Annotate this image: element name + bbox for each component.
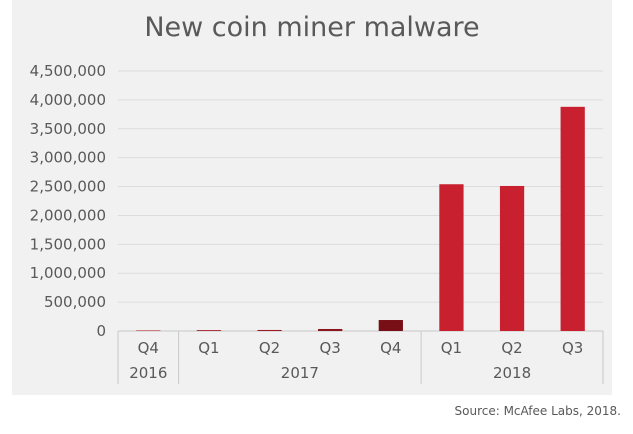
y-tick-label: 0 bbox=[96, 322, 106, 340]
x-category-label: Q2 bbox=[259, 339, 280, 357]
y-tick-label: 2,000,000 bbox=[30, 206, 106, 224]
bar bbox=[560, 106, 585, 331]
bar bbox=[196, 330, 222, 331]
x-category-label: Q1 bbox=[198, 339, 219, 357]
x-group-label: 2016 bbox=[129, 364, 167, 382]
bar bbox=[136, 330, 161, 331]
bar bbox=[499, 185, 525, 331]
y-tick-label: 4,500,000 bbox=[30, 62, 106, 80]
y-tick-label: 3,500,000 bbox=[30, 120, 106, 138]
x-category-label: Q4 bbox=[138, 339, 159, 357]
y-tick-label: 1,500,000 bbox=[30, 235, 106, 253]
x-category-label: Q1 bbox=[441, 339, 462, 357]
y-tick-label: 500,000 bbox=[44, 293, 106, 311]
bar bbox=[439, 184, 464, 331]
y-tick-label: 2,500,000 bbox=[30, 178, 106, 196]
x-category-label: Q3 bbox=[562, 339, 583, 357]
chart-title: New coin miner malware bbox=[144, 12, 480, 43]
bar bbox=[318, 328, 343, 331]
x-category-label: Q2 bbox=[501, 339, 522, 357]
bar bbox=[378, 320, 403, 331]
x-group-label: 2017 bbox=[281, 364, 319, 382]
y-tick-label: 4,000,000 bbox=[30, 91, 106, 109]
x-category-label: Q4 bbox=[380, 339, 401, 357]
x-group-label: 2018 bbox=[493, 364, 531, 382]
bar bbox=[257, 329, 282, 331]
x-category-label: Q3 bbox=[320, 339, 341, 357]
source-note: Source: McAfee Labs, 2018. bbox=[454, 404, 622, 418]
y-tick-label: 3,000,000 bbox=[30, 149, 106, 167]
y-tick-label: 1,000,000 bbox=[30, 264, 106, 282]
